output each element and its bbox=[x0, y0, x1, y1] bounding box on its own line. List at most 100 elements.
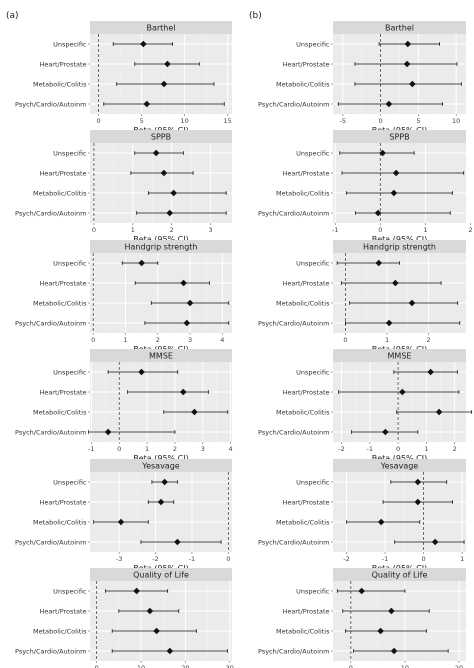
x-tick-label: 20 bbox=[181, 664, 189, 668]
subplot-title: MMSE bbox=[149, 352, 173, 361]
estimate-marker bbox=[146, 607, 154, 615]
category-label: Unspecific bbox=[53, 149, 87, 157]
estimate-marker bbox=[435, 408, 443, 416]
x-tick-label: 1 bbox=[423, 226, 427, 234]
x-tick-label: 5 bbox=[140, 117, 144, 125]
estimate-marker bbox=[404, 40, 412, 48]
x-tick-label: 0 bbox=[396, 445, 400, 453]
x-tick-label: 10 bbox=[137, 664, 145, 668]
x-tick-label: -1 bbox=[367, 445, 373, 453]
category-label: Heart/Prostate bbox=[39, 169, 86, 177]
estimate-marker bbox=[153, 627, 160, 635]
estimate-marker bbox=[104, 428, 112, 436]
x-tick-label: 15 bbox=[224, 117, 232, 125]
estimate-marker bbox=[170, 189, 177, 197]
forest-subplot: Handgrip strength Unspecific Heart/Prostat… bbox=[15, 240, 232, 354]
category-label: Psych/Cardio/Autoinm bbox=[15, 319, 86, 327]
estimate-marker bbox=[164, 60, 171, 68]
category-label: Psych/Cardio/Autoinm bbox=[258, 647, 329, 655]
category-label: Psych/Cardio/Autoinm bbox=[258, 428, 329, 436]
plot-panel bbox=[90, 253, 232, 333]
category-label: Unspecific bbox=[296, 478, 330, 486]
x-tick-label: 0 bbox=[95, 664, 99, 668]
category-label: Psych/Cardio/Autoinm bbox=[15, 428, 86, 436]
forest-subplot: Quality of Life Unspecific Heart/Prostate M… bbox=[15, 568, 234, 668]
x-tick-label: -2 bbox=[343, 555, 349, 563]
estimate-marker bbox=[143, 100, 151, 108]
x-tick-label: -1 bbox=[189, 555, 195, 563]
subplot-title-strip bbox=[90, 21, 232, 34]
x-tick-label: 0 bbox=[378, 226, 382, 234]
estimate-marker bbox=[191, 408, 198, 416]
subplot-title-strip bbox=[90, 568, 232, 581]
subplot-title: SPPB bbox=[389, 133, 409, 142]
subplot-title: Yesavage bbox=[141, 462, 180, 471]
estimate-marker bbox=[157, 498, 165, 506]
category-label: Unspecific bbox=[296, 40, 330, 48]
category-label: Metabolic/Colitis bbox=[33, 518, 87, 526]
x-tick-label: 1 bbox=[424, 445, 428, 453]
estimate-marker bbox=[358, 587, 365, 595]
category-label: Psych/Cardio/Autoinm bbox=[258, 538, 329, 546]
estimate-marker bbox=[379, 149, 386, 157]
estimate-marker bbox=[382, 428, 389, 436]
plot-panel bbox=[333, 362, 466, 442]
estimate-marker bbox=[409, 80, 416, 88]
category-label: Metabolic/Colitis bbox=[276, 299, 330, 307]
x-tick-label: 3 bbox=[209, 226, 213, 234]
estimate-marker bbox=[399, 388, 406, 396]
category-label: Heart/Prostate bbox=[39, 498, 86, 506]
category-label: Unspecific bbox=[53, 587, 87, 595]
x-axis-label: Beta (95% CI) bbox=[372, 235, 428, 244]
x-tick-label: 5 bbox=[416, 117, 420, 125]
subplot-title-strip bbox=[333, 349, 466, 362]
x-tick-label: 1 bbox=[385, 336, 389, 344]
category-label: Metabolic/Colitis bbox=[276, 80, 330, 88]
estimate-marker bbox=[414, 498, 422, 506]
subplot-title: Handgrip strength bbox=[363, 243, 436, 252]
subplot-title: MMSE bbox=[388, 352, 412, 361]
estimate-marker bbox=[390, 189, 398, 197]
estimate-marker bbox=[133, 587, 140, 595]
category-label: Metabolic/Colitis bbox=[276, 518, 330, 526]
estimate-marker bbox=[117, 518, 125, 526]
category-label: Heart/Prostate bbox=[282, 279, 329, 287]
x-tick-label: 0 bbox=[117, 445, 121, 453]
subplot-title-strip bbox=[333, 240, 466, 253]
estimate-marker bbox=[377, 627, 384, 635]
category-label: Unspecific bbox=[296, 149, 330, 157]
estimate-marker bbox=[377, 518, 385, 526]
x-tick-label: 10 bbox=[181, 117, 189, 125]
estimate-marker bbox=[179, 388, 187, 396]
estimate-marker bbox=[374, 209, 382, 217]
subplot-title-strip bbox=[90, 240, 232, 253]
category-label: Psych/Cardio/Autoinm bbox=[15, 538, 86, 546]
x-tick-label: -1 bbox=[88, 445, 94, 453]
subplot-title: Barthel bbox=[385, 24, 414, 33]
subplot-title-strip bbox=[90, 349, 232, 362]
estimate-marker bbox=[160, 169, 168, 177]
x-tick-label: 2 bbox=[173, 445, 177, 453]
category-label: Metabolic/Colitis bbox=[276, 189, 330, 197]
panel-label-a: (a) bbox=[6, 11, 19, 21]
x-tick-label: 0 bbox=[92, 226, 96, 234]
x-tick-label: 3 bbox=[188, 336, 192, 344]
estimate-marker bbox=[390, 647, 398, 655]
estimate-marker bbox=[183, 319, 191, 327]
x-tick-label: -2 bbox=[338, 445, 344, 453]
estimate-marker bbox=[166, 647, 174, 655]
forest-subplot: Handgrip strength Unspecific Heart/Prostat… bbox=[258, 240, 466, 354]
subplot-title: Barthel bbox=[146, 24, 175, 33]
subplot-title-strip bbox=[333, 459, 466, 472]
forest-subplot: Quality of Life Unspecific Heart/Prostate M… bbox=[258, 568, 466, 668]
estimate-marker bbox=[166, 209, 174, 217]
estimate-marker bbox=[186, 299, 194, 307]
plot-panel bbox=[333, 581, 466, 661]
category-label: Heart/Prostate bbox=[39, 388, 86, 396]
category-label: Unspecific bbox=[53, 259, 87, 267]
estimate-marker bbox=[160, 80, 168, 88]
category-label: Heart/Prostate bbox=[282, 498, 329, 506]
category-label: Metabolic/Colitis bbox=[33, 627, 87, 635]
x-tick-label: -5 bbox=[340, 117, 346, 125]
category-label: Unspecific bbox=[296, 368, 330, 376]
